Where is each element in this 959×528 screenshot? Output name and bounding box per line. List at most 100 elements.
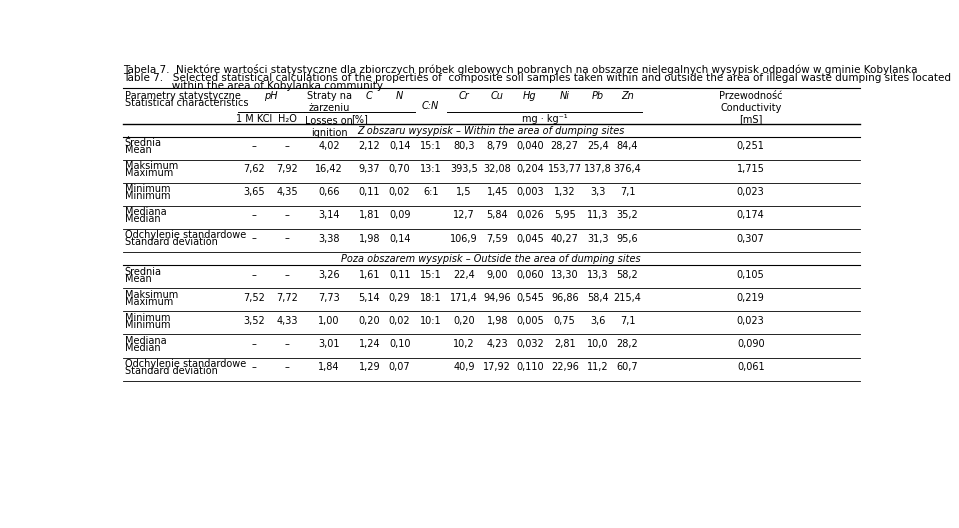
Text: 10,2: 10,2 (454, 339, 475, 349)
Text: 106,9: 106,9 (450, 233, 478, 243)
Text: 9,00: 9,00 (486, 270, 508, 280)
Text: 1,61: 1,61 (359, 270, 380, 280)
Text: Straty na
żarzeniu
Losses on
ignition: Straty na żarzeniu Losses on ignition (305, 91, 353, 138)
Text: Z obszaru wysypisk – Within the area of dumping sites: Z obszaru wysypisk – Within the area of … (358, 126, 624, 136)
Text: 215,4: 215,4 (614, 293, 642, 303)
Text: 0,20: 0,20 (454, 316, 475, 326)
Text: 11,3: 11,3 (587, 211, 609, 220)
Text: Zn: Zn (621, 91, 634, 101)
Text: 4,35: 4,35 (276, 187, 298, 197)
Text: 2,12: 2,12 (359, 141, 381, 151)
Text: 0,045: 0,045 (516, 233, 544, 243)
Text: 1,98: 1,98 (486, 316, 508, 326)
Text: 13,30: 13,30 (550, 270, 578, 280)
Text: 7,52: 7,52 (243, 293, 265, 303)
Text: 3,38: 3,38 (318, 233, 339, 243)
Text: Minimum: Minimum (125, 184, 170, 194)
Text: Maximum: Maximum (125, 297, 173, 307)
Text: 7,1: 7,1 (620, 187, 635, 197)
Text: Minimum: Minimum (125, 320, 170, 330)
Text: 0,026: 0,026 (516, 211, 544, 220)
Text: H₂O: H₂O (278, 114, 296, 124)
Text: –: – (285, 270, 290, 280)
Text: –: – (251, 270, 256, 280)
Text: 4,23: 4,23 (486, 339, 508, 349)
Text: 32,08: 32,08 (483, 164, 511, 174)
Text: –: – (285, 339, 290, 349)
Text: 8,79: 8,79 (486, 141, 508, 151)
Text: 2,81: 2,81 (554, 339, 575, 349)
Text: 1,81: 1,81 (359, 211, 380, 220)
Text: Standard deviation: Standard deviation (125, 366, 218, 376)
Text: 5,84: 5,84 (486, 211, 508, 220)
Text: 4,02: 4,02 (318, 141, 339, 151)
Text: 0,251: 0,251 (737, 141, 764, 151)
Text: 0,023: 0,023 (737, 187, 764, 197)
Text: 22,96: 22,96 (550, 362, 578, 372)
Text: 1,24: 1,24 (359, 339, 380, 349)
Text: 4,33: 4,33 (276, 316, 298, 326)
Text: Maksimum: Maksimum (125, 161, 177, 171)
Text: 0,09: 0,09 (389, 211, 410, 220)
Text: 0,005: 0,005 (516, 316, 544, 326)
Text: 0,75: 0,75 (554, 316, 575, 326)
Text: 0,174: 0,174 (737, 211, 764, 220)
Text: 6:1: 6:1 (423, 187, 438, 197)
Text: Poza obszarem wysypisk – Outside the area of dumping sites: Poza obszarem wysypisk – Outside the are… (341, 253, 641, 263)
Text: 1,84: 1,84 (318, 362, 339, 372)
Text: Mediana: Mediana (125, 336, 166, 346)
Text: –: – (251, 141, 256, 151)
Text: Maksimum: Maksimum (125, 290, 177, 300)
Text: –: – (285, 233, 290, 243)
Text: 0,545: 0,545 (516, 293, 544, 303)
Text: 0,023: 0,023 (737, 316, 764, 326)
Text: –: – (285, 141, 290, 151)
Text: C: C (366, 91, 373, 101)
Text: 1,00: 1,00 (318, 316, 339, 326)
Text: 7,72: 7,72 (276, 293, 298, 303)
Text: 7,59: 7,59 (486, 233, 508, 243)
Text: 0,204: 0,204 (516, 164, 544, 174)
Text: –: – (251, 362, 256, 372)
Text: Pb: Pb (592, 91, 604, 101)
Text: 0,307: 0,307 (737, 233, 764, 243)
Text: 35,2: 35,2 (617, 211, 639, 220)
Text: 12,7: 12,7 (453, 211, 475, 220)
Text: 25,4: 25,4 (587, 141, 609, 151)
Text: 153,77: 153,77 (548, 164, 582, 174)
Text: pH: pH (264, 91, 278, 101)
Text: 10:1: 10:1 (420, 316, 441, 326)
Text: Minimum: Minimum (125, 313, 170, 323)
Text: 0,07: 0,07 (388, 362, 410, 372)
Text: 94,96: 94,96 (483, 293, 511, 303)
Text: 18:1: 18:1 (420, 293, 441, 303)
Text: 1,29: 1,29 (359, 362, 380, 372)
Text: Odchylenie standardowe: Odchylenie standardowe (125, 230, 246, 240)
Text: 1,5: 1,5 (456, 187, 472, 197)
Text: 5,95: 5,95 (554, 211, 575, 220)
Text: 10,0: 10,0 (587, 339, 609, 349)
Text: Cr: Cr (458, 91, 469, 101)
Text: 7,62: 7,62 (243, 164, 265, 174)
Text: 17,92: 17,92 (483, 362, 511, 372)
Text: 0,105: 0,105 (737, 270, 764, 280)
Text: 0,003: 0,003 (516, 187, 544, 197)
Text: Median: Median (125, 214, 160, 224)
Text: 13,3: 13,3 (587, 270, 609, 280)
Text: 0,20: 0,20 (359, 316, 380, 326)
Text: Parametry statystyczne: Parametry statystyczne (125, 91, 241, 101)
Text: Mean: Mean (125, 274, 152, 284)
Text: 0,11: 0,11 (389, 270, 410, 280)
Text: 0,090: 0,090 (737, 339, 764, 349)
Text: 3,01: 3,01 (318, 339, 339, 349)
Text: 31,3: 31,3 (587, 233, 609, 243)
Text: N: N (396, 91, 404, 101)
Text: 0,14: 0,14 (389, 233, 410, 243)
Text: 15:1: 15:1 (420, 270, 441, 280)
Text: 0,70: 0,70 (388, 164, 410, 174)
Text: 84,4: 84,4 (617, 141, 639, 151)
Text: 1 M KCl: 1 M KCl (236, 114, 272, 124)
Text: 28,2: 28,2 (617, 339, 639, 349)
Text: 0,11: 0,11 (359, 187, 380, 197)
Text: 7,92: 7,92 (276, 164, 298, 174)
